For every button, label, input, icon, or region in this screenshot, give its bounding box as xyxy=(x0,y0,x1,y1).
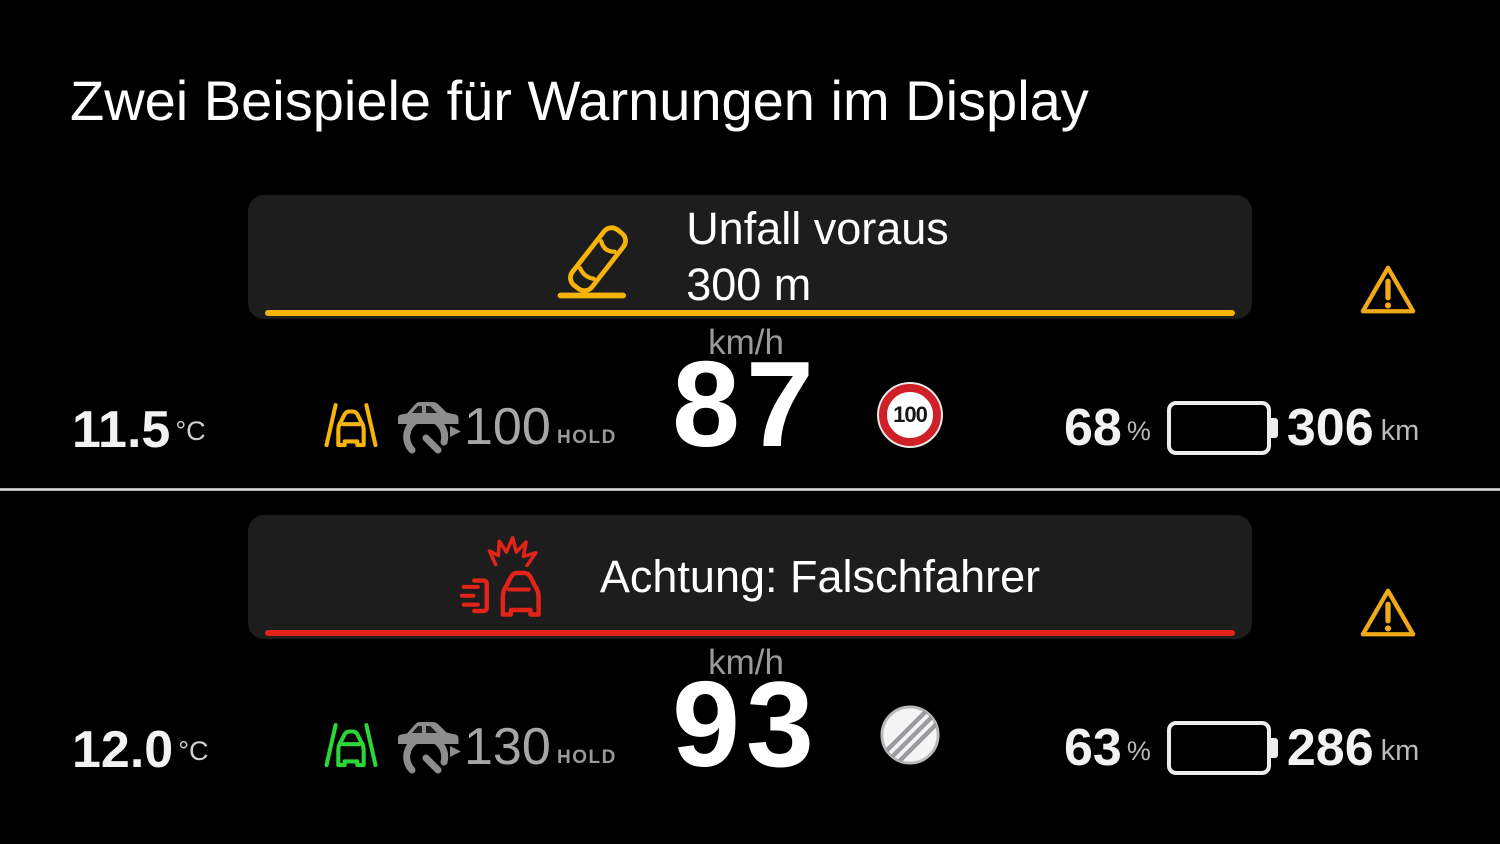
warning-distance: 300 m xyxy=(686,259,812,310)
warning-text: Achtung: Falschfahrer xyxy=(600,549,1040,605)
warning-triangle-icon xyxy=(1359,262,1417,318)
warning-accent-line xyxy=(265,630,1235,636)
cluster-accident-example: Unfall voraus 300 m km/h 87 100 11.5 °C xyxy=(72,195,1419,472)
speed-unit-label: km/h xyxy=(708,643,784,682)
acc-set-speed: 100 xyxy=(464,398,551,456)
temperature-unit: °C xyxy=(178,735,209,766)
battery-terminal xyxy=(1270,738,1278,758)
lane-assist-icon xyxy=(322,398,380,454)
adaptive-cruise-control-icon xyxy=(392,390,464,460)
section-divider xyxy=(0,488,1500,491)
speed-value: 93 xyxy=(672,656,820,792)
cluster-wrongway-example: Achtung: Falschfahrer km/h 93 12.0 °C xyxy=(0,320,1500,790)
lane-assist-icon xyxy=(322,718,380,774)
no-speed-limit-sign xyxy=(879,704,941,766)
battery-status: 63 % 286 km xyxy=(1064,718,1419,778)
hold-badge: HOLD xyxy=(557,747,617,768)
warning-banner: Achtung: Falschfahrer xyxy=(248,515,1252,639)
outside-temperature: 11.5 °C xyxy=(72,400,206,460)
battery-terminal xyxy=(1270,418,1278,438)
battery-percent: 68 xyxy=(1064,399,1122,457)
crashed-car-icon xyxy=(551,210,646,305)
warning-triangle-icon xyxy=(1359,585,1417,641)
warning-text: Unfall voraus 300 m xyxy=(686,201,949,313)
temperature-unit: °C xyxy=(175,415,206,446)
hold-badge: HOLD xyxy=(557,427,617,448)
range-value: 286 xyxy=(1286,719,1374,777)
warning-title: Unfall voraus xyxy=(686,203,949,254)
percent-unit: % xyxy=(1126,415,1151,446)
acc-set-speed: 130 xyxy=(464,718,551,776)
battery-icon xyxy=(1166,721,1278,775)
warning-accent-line xyxy=(265,310,1235,316)
page-title: Zwei Beispiele für Warnungen im Display xyxy=(70,69,1089,132)
speed-limit-value: 100 xyxy=(893,402,928,427)
adaptive-cruise-control-icon xyxy=(392,710,464,780)
speed-value: 87 xyxy=(672,336,820,472)
temperature-value: 11.5 xyxy=(72,401,171,459)
warning-title: Achtung: Falschfahrer xyxy=(599,551,1041,602)
range-value: 306 xyxy=(1286,399,1374,457)
range-unit: km xyxy=(1380,734,1420,767)
temperature-value: 12.0 xyxy=(72,721,174,779)
speed-limit-sign: 100 xyxy=(879,384,941,446)
warning-banner: Unfall voraus 300 m xyxy=(248,195,1252,319)
outside-temperature: 12.0 °C xyxy=(72,720,209,780)
battery-icon xyxy=(1166,401,1278,455)
battery-status: 68 % 306 km xyxy=(1064,398,1419,458)
battery-percent: 63 xyxy=(1064,719,1122,777)
range-unit: km xyxy=(1380,414,1420,447)
head-on-collision-icon xyxy=(459,532,560,622)
percent-unit: % xyxy=(1126,735,1151,766)
speed-unit-label: km/h xyxy=(708,323,784,362)
